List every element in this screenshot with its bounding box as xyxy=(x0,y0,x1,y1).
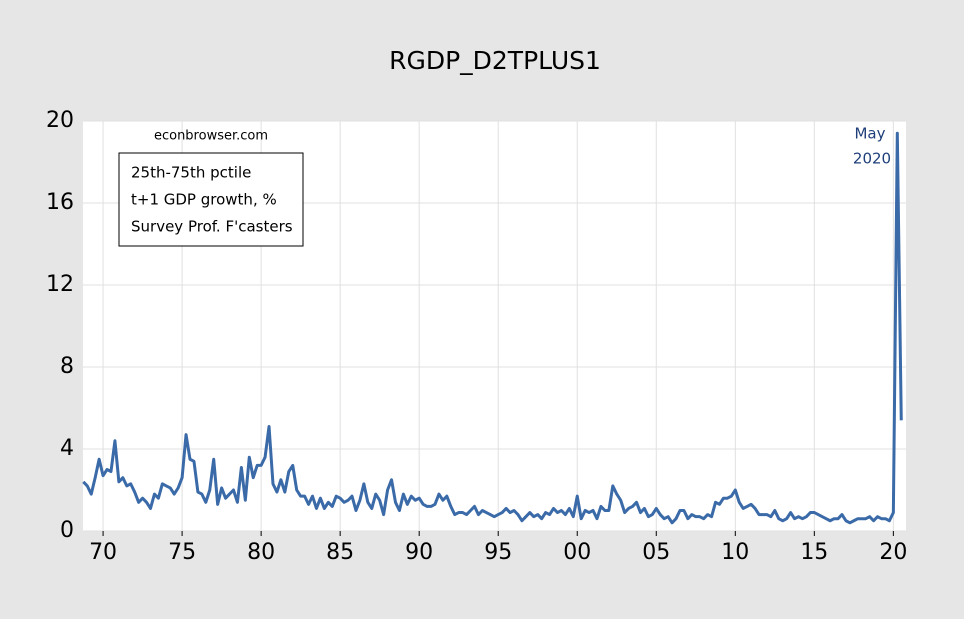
x-tick-label: 80 xyxy=(247,540,275,565)
y-tick-label: 12 xyxy=(46,272,74,297)
y-tick-label: 0 xyxy=(60,518,74,543)
x-tick-label: 90 xyxy=(405,540,433,565)
x-tick-label: 15 xyxy=(800,540,828,565)
x-tick-label: 05 xyxy=(642,540,670,565)
x-tick-label: 85 xyxy=(326,540,354,565)
y-tick-label: 20 xyxy=(46,108,74,133)
x-tick-label: 00 xyxy=(563,540,591,565)
chart-title: RGDP_D2TPLUS1 xyxy=(389,46,601,75)
x-tick-label: 75 xyxy=(168,540,196,565)
note-line: 25th-75th pctile xyxy=(131,164,251,182)
y-tick-label: 16 xyxy=(46,190,74,215)
y-tick-label: 8 xyxy=(60,354,74,379)
note-line: t+1 GDP growth, % xyxy=(131,191,277,209)
x-tick-label: 70 xyxy=(89,540,117,565)
data-line xyxy=(82,131,903,525)
note-box xyxy=(118,152,304,247)
x-tick-label: 20 xyxy=(879,540,907,565)
x-tick-label: 95 xyxy=(484,540,512,565)
peak-label: May xyxy=(854,125,885,143)
y-tick-label: 4 xyxy=(60,436,74,461)
note-line: Survey Prof. F'casters xyxy=(131,218,293,236)
peak-label: 2020 xyxy=(853,150,891,168)
source-note: econbrowser.com xyxy=(154,129,268,144)
x-tick-label: 10 xyxy=(721,540,749,565)
